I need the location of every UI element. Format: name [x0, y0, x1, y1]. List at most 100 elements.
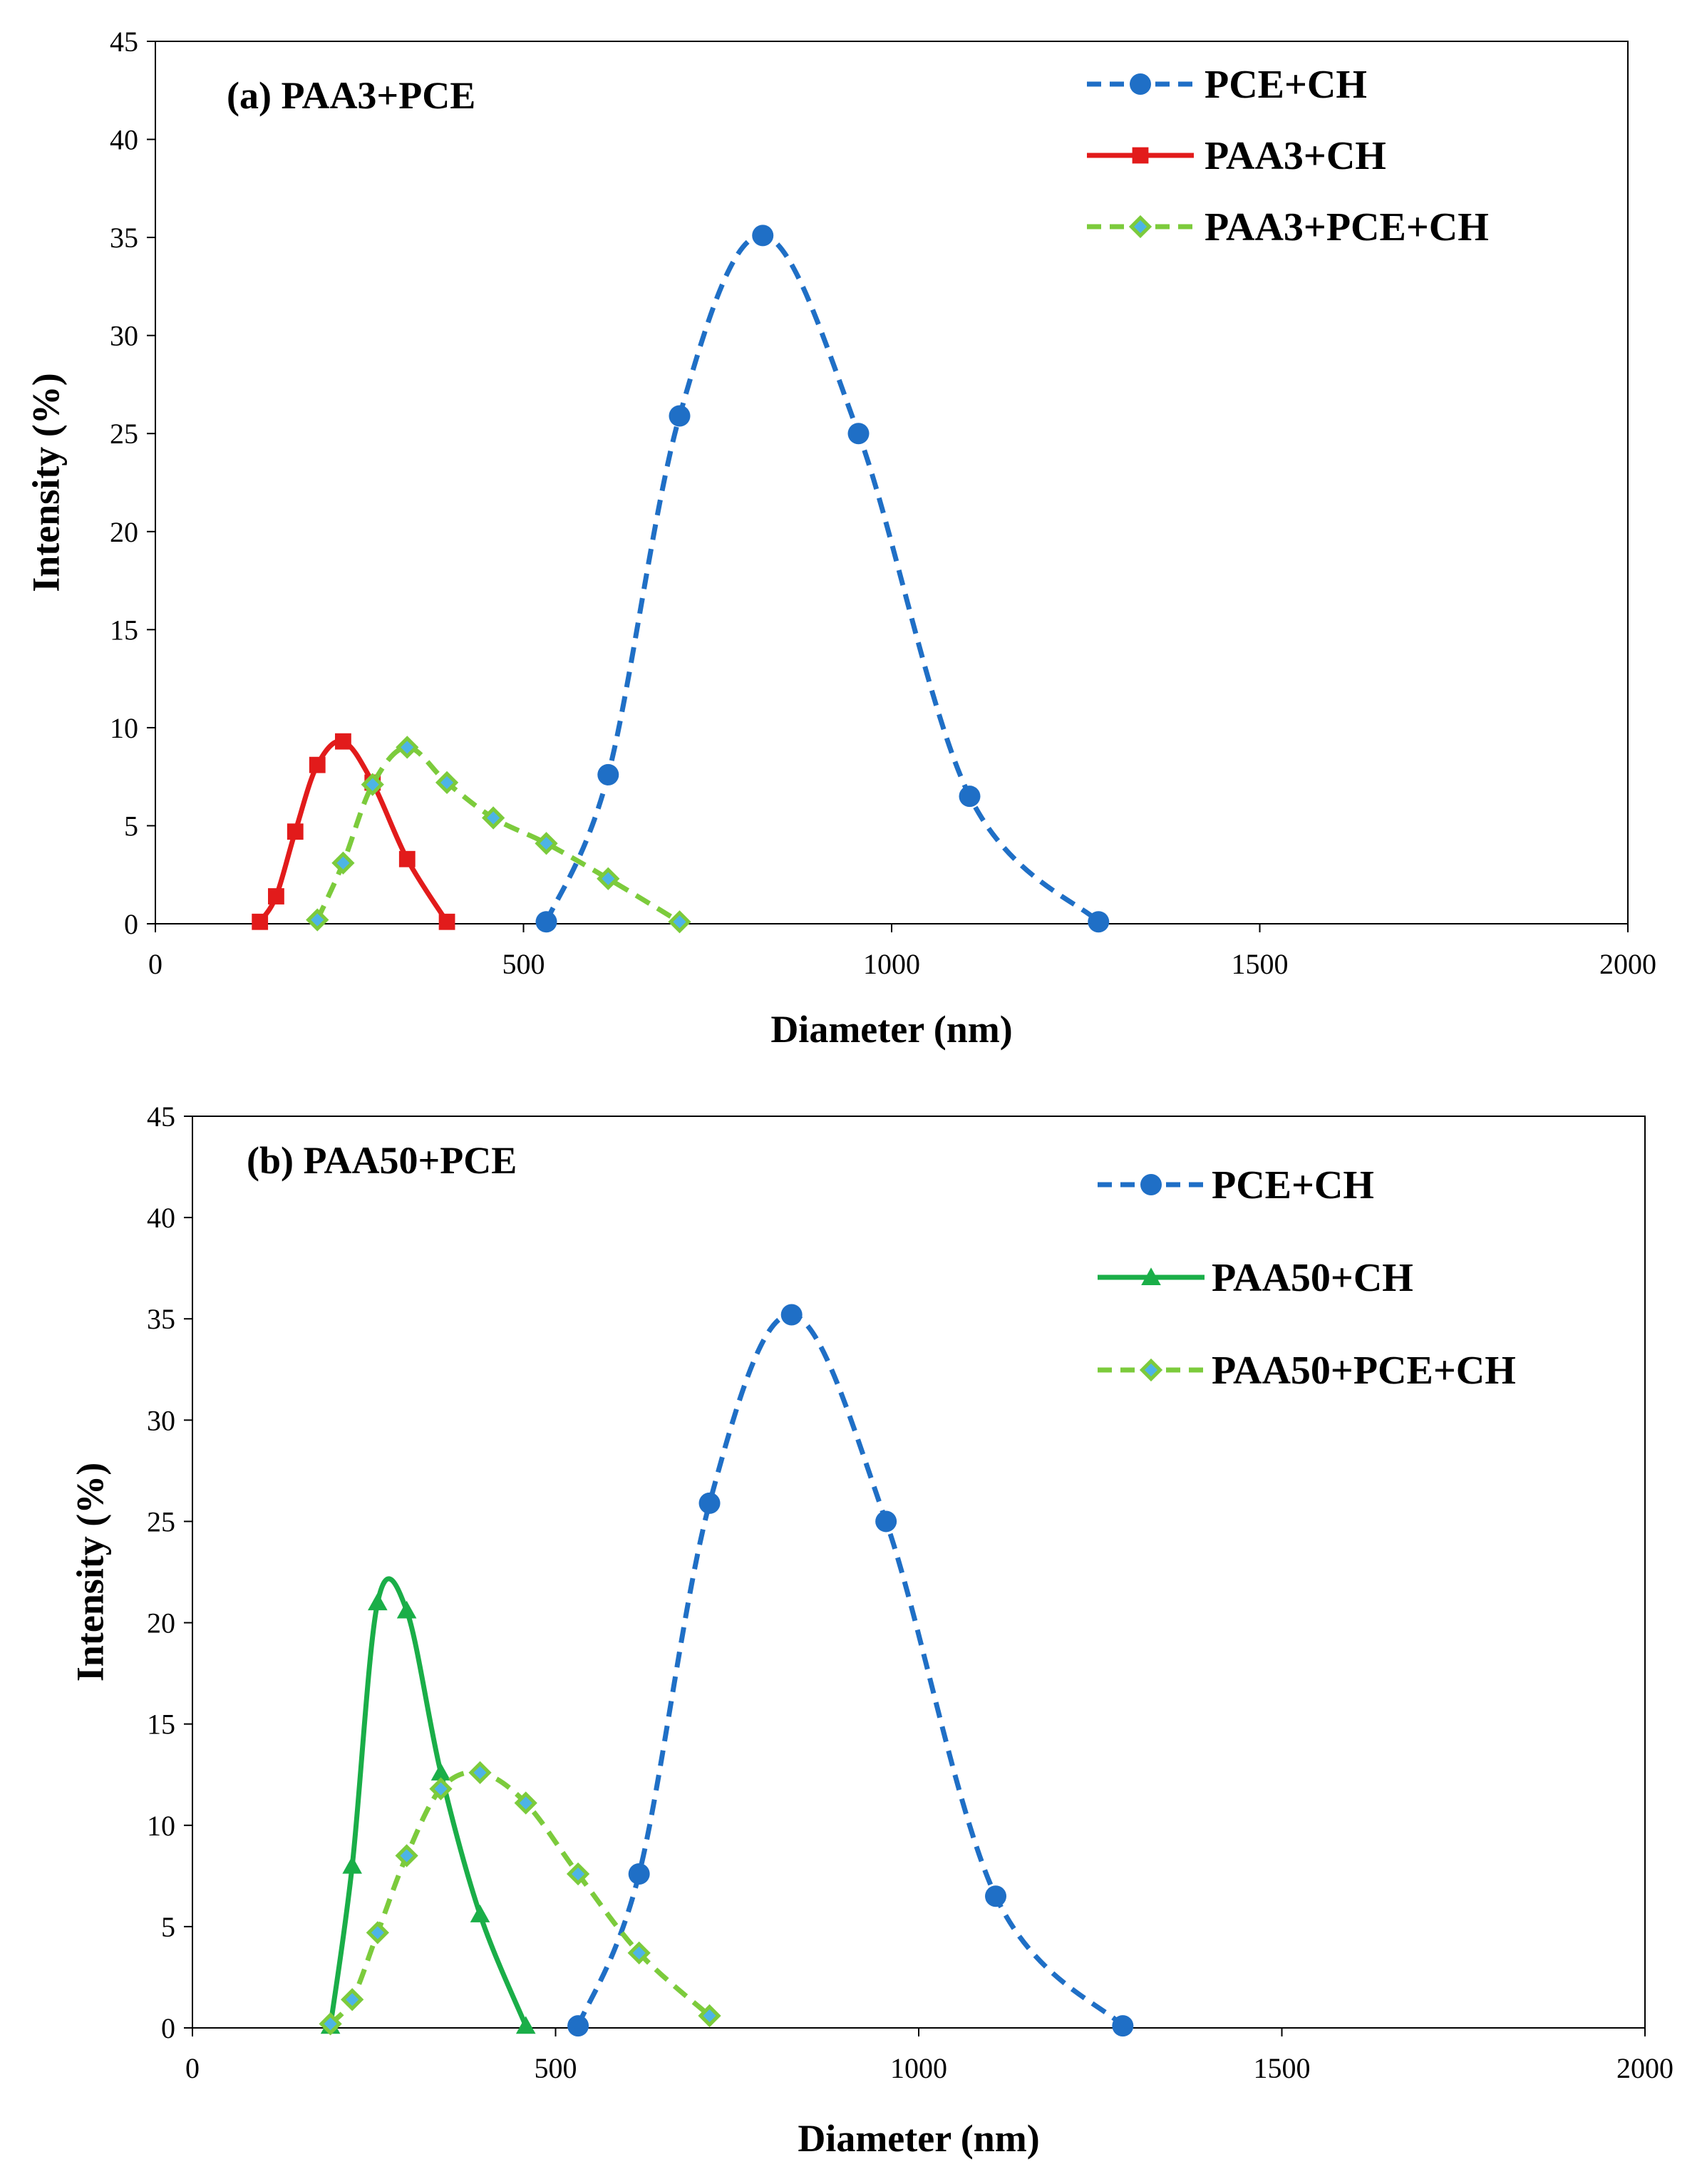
y-axis-title: Intensity (%) [68, 1463, 111, 1682]
y-tick-label: 45 [110, 26, 138, 58]
y-axis-ticks: 0 5 10 15 20 25 30 35 40 45 [147, 1101, 192, 2044]
series-pce-ch [567, 1304, 1134, 2037]
legend-marker [1141, 1267, 1161, 1286]
data-point [470, 1905, 490, 1922]
y-tick-label: 0 [124, 908, 138, 940]
legend-item: PCE+CH [1098, 1163, 1374, 1207]
legend-item: PAA3+CH [1087, 134, 1386, 178]
data-point [535, 832, 558, 855]
x-tick-label: 1000 [890, 2052, 947, 2084]
y-tick-label: 40 [147, 1202, 175, 1234]
legend-label: PAA50+CH [1212, 1256, 1413, 1300]
x-axis-ticks: 0 500 1000 1500 2000 [148, 924, 1656, 980]
data-point [780, 1304, 803, 1326]
data-point [396, 1600, 417, 1619]
series-layer [252, 225, 1110, 934]
series-line [329, 1769, 711, 2026]
y-tick-label: 45 [147, 1101, 175, 1133]
x-tick-label: 0 [185, 2052, 200, 2084]
data-point [309, 756, 326, 773]
data-point [429, 1777, 453, 1801]
y-tick-label: 35 [147, 1303, 175, 1335]
x-axis-title: Diameter (nm) [770, 1008, 1012, 1051]
data-point [597, 763, 619, 785]
data-point [567, 2015, 589, 2037]
data-point [366, 1921, 389, 1945]
data-point [597, 867, 620, 890]
legend-swatch [1098, 1358, 1205, 1382]
legend-marker [1139, 1358, 1163, 1382]
legend-swatch [1098, 1174, 1205, 1195]
data-point [752, 225, 774, 247]
data-point [514, 1791, 537, 1815]
y-tick-label: 40 [110, 124, 138, 156]
data-point [252, 913, 269, 930]
y-tick-label: 20 [147, 1607, 175, 1639]
data-point [342, 1855, 362, 1874]
series-layer [319, 1304, 1134, 2037]
legend-marker [1130, 73, 1151, 95]
data-point [1088, 911, 1110, 933]
y-tick-label: 10 [147, 1810, 175, 1842]
x-tick-label: 1000 [863, 948, 920, 980]
chart-panel-a: 0 5 10 15 20 25 30 35 40 45 0 500 1000 1500 2000 (a) … [24, 26, 1656, 1051]
data-point [985, 1885, 1007, 1907]
data-point [468, 1761, 492, 1785]
data-point [627, 1941, 651, 1964]
series-pce-ch [535, 225, 1110, 933]
legend-marker [1128, 215, 1152, 239]
data-point [361, 773, 384, 796]
series-line [328, 1576, 528, 2027]
x-tick-label: 1500 [1232, 948, 1289, 980]
data-point [368, 1592, 388, 1611]
legend-label: PCE+CH [1205, 63, 1367, 107]
x-tick-label: 0 [148, 948, 163, 980]
legend-marker [1132, 147, 1149, 164]
data-point [430, 1763, 451, 1781]
data-point [319, 2012, 342, 2036]
y-tick-label: 25 [110, 418, 138, 450]
data-point [438, 913, 455, 930]
data-point [847, 423, 870, 445]
data-point [306, 908, 329, 932]
legend-label: PAA50+PCE+CH [1212, 1349, 1516, 1393]
data-point [698, 1492, 721, 1514]
y-axis-ticks: 0 5 10 15 20 25 30 35 40 45 [110, 26, 155, 940]
legend-swatch [1098, 1267, 1205, 1286]
series-paa3-pce-ch [306, 736, 691, 934]
series-line [544, 232, 1100, 924]
legend-label: PCE+CH [1212, 1163, 1374, 1207]
y-tick-label: 10 [110, 712, 138, 744]
series-paa50-ch [320, 1576, 536, 2034]
data-point [875, 1510, 897, 1533]
legend-swatch [1087, 147, 1194, 164]
plot-area [192, 1116, 1646, 2029]
y-tick-label: 30 [147, 1404, 175, 1436]
legend: PCE+CH PAA3+CH PAA3+PCE+CH [1087, 63, 1489, 249]
y-tick-label: 5 [124, 810, 138, 842]
data-point [396, 736, 419, 759]
data-point [482, 806, 505, 830]
legend-swatch [1087, 73, 1194, 95]
data-point [287, 823, 304, 840]
data-point [535, 911, 557, 933]
series-paa50-pce-ch [319, 1761, 721, 2036]
legend-item: PAA50+PCE+CH [1098, 1349, 1516, 1393]
x-axis-title: Diameter (nm) [798, 2117, 1039, 2160]
data-point [628, 1863, 650, 1885]
y-tick-label: 5 [161, 1911, 175, 1943]
chart-title: (b) PAA50+PCE [247, 1139, 517, 1182]
x-tick-label: 500 [502, 948, 545, 980]
data-point [668, 910, 691, 934]
legend-label: PAA3+PCE+CH [1205, 205, 1489, 249]
series-paa3-ch [252, 733, 455, 930]
data-point [398, 850, 416, 867]
legend: PCE+CH PAA50+CH PAA50+PCE+CH [1098, 1163, 1516, 1393]
series-line [575, 1312, 1125, 2028]
y-tick-label: 35 [110, 222, 138, 254]
series-line [315, 744, 681, 924]
x-tick-label: 2000 [1616, 2052, 1673, 2084]
data-point [669, 405, 691, 427]
y-tick-label: 15 [147, 1709, 175, 1741]
